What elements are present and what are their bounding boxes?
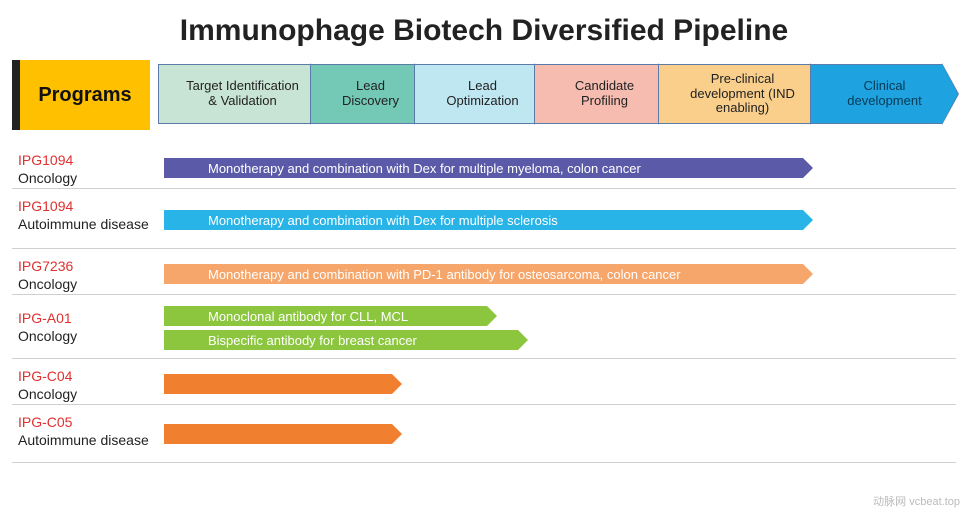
program-code: IPG1094 bbox=[18, 152, 158, 170]
pipeline-bar-label: Monotherapy and combination with PD-1 an… bbox=[164, 264, 803, 284]
pipeline-bar-label bbox=[164, 424, 392, 444]
pipeline-bar: Monoclonal antibody for CLL, MCL bbox=[164, 306, 497, 326]
pipeline-bar bbox=[164, 424, 402, 444]
stage-label: Lead Discovery bbox=[310, 64, 414, 124]
program-label: IPG-A01Oncology bbox=[18, 310, 158, 345]
pipeline-bar-label: Monotherapy and combination with Dex for… bbox=[164, 210, 803, 230]
pipeline-bar-label bbox=[164, 374, 392, 394]
watermark: 动脉网 vcbeat.top bbox=[873, 493, 960, 509]
pipeline-bar: Monotherapy and combination with Dex for… bbox=[164, 210, 813, 230]
program-indication: Autoimmune disease bbox=[18, 432, 158, 450]
pipeline-bar-label: Monoclonal antibody for CLL, MCL bbox=[164, 306, 487, 326]
pipeline-bar-label: Bispecific antibody for breast cancer bbox=[164, 330, 518, 350]
stage-label: Clinical development bbox=[810, 64, 942, 124]
pipeline-bar: Monotherapy and combination with Dex for… bbox=[164, 158, 813, 178]
stage-chevron: Candidate Profiling bbox=[534, 64, 674, 124]
stage-label: Candidate Profiling bbox=[534, 64, 658, 124]
program-label: IPG7236Oncology bbox=[18, 258, 158, 293]
row-divider bbox=[12, 188, 956, 189]
program-label: IPG1094Autoimmune disease bbox=[18, 198, 158, 233]
pipeline-bar-label: Monotherapy and combination with Dex for… bbox=[164, 158, 803, 178]
program-code: IPG-A01 bbox=[18, 310, 158, 328]
program-label: IPG-C04Oncology bbox=[18, 368, 158, 403]
stage-label: Lead Optimization bbox=[414, 64, 534, 124]
program-code: IPG-C04 bbox=[18, 368, 158, 386]
row-divider bbox=[12, 404, 956, 405]
program-indication: Oncology bbox=[18, 170, 158, 188]
program-code: IPG1094 bbox=[18, 198, 158, 216]
program-code: IPG7236 bbox=[18, 258, 158, 276]
row-divider bbox=[12, 462, 956, 463]
program-indication: Oncology bbox=[18, 386, 158, 404]
programs-header: Programs bbox=[12, 60, 150, 130]
row-divider bbox=[12, 358, 956, 359]
row-divider bbox=[12, 248, 956, 249]
page-title: Immunophage Biotech Diversified Pipeline bbox=[0, 0, 968, 58]
pipeline-bar: Monotherapy and combination with PD-1 an… bbox=[164, 264, 813, 284]
stage-chevron: Target Identification & Validation bbox=[158, 64, 326, 124]
program-indication: Oncology bbox=[18, 276, 158, 294]
stage-chevron: Pre-clinical development (IND enabling) bbox=[658, 64, 826, 124]
program-indication: Autoimmune disease bbox=[18, 216, 158, 234]
pipeline-bar bbox=[164, 374, 402, 394]
program-label: IPG1094Oncology bbox=[18, 152, 158, 187]
stage-label: Pre-clinical development (IND enabling) bbox=[658, 64, 810, 124]
program-label: IPG-C05Autoimmune disease bbox=[18, 414, 158, 449]
program-code: IPG-C05 bbox=[18, 414, 158, 432]
stage-label: Target Identification & Validation bbox=[158, 64, 310, 124]
pipeline-chart: Programs Target Identification & Validat… bbox=[0, 58, 968, 513]
program-indication: Oncology bbox=[18, 328, 158, 346]
row-divider bbox=[12, 294, 956, 295]
stage-chevron: Lead Optimization bbox=[414, 64, 550, 124]
pipeline-bar: Bispecific antibody for breast cancer bbox=[164, 330, 528, 350]
stage-chevron: Clinical development bbox=[810, 64, 958, 124]
stage-chevron: Lead Discovery bbox=[310, 64, 430, 124]
